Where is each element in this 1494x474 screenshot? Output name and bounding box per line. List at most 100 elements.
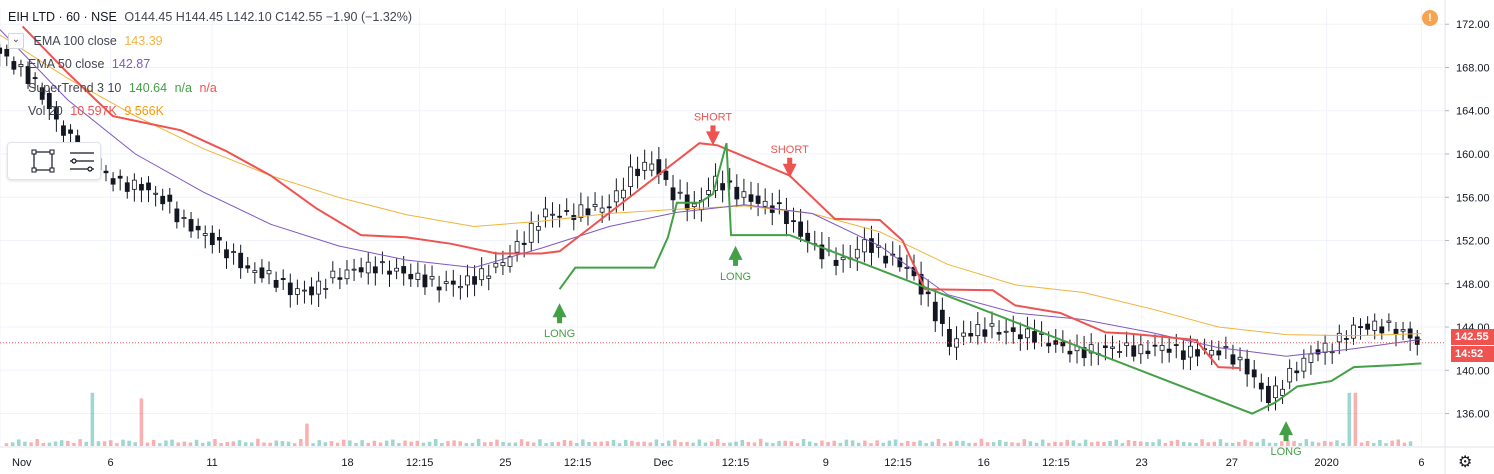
volume-bar <box>752 442 757 446</box>
candle <box>996 320 1002 341</box>
volume-bar <box>311 443 315 446</box>
volume-bar <box>1396 439 1401 446</box>
long-signal: LONG <box>544 303 575 340</box>
arrow-down-icon <box>782 157 797 178</box>
volume-bar <box>771 443 775 446</box>
volume-bar <box>991 442 996 446</box>
candle-body <box>429 275 435 280</box>
volume-bar <box>660 443 665 446</box>
candle-body <box>776 202 782 205</box>
volume-bar <box>1267 442 1272 446</box>
legend-ema100[interactable]: ⌄ EMA 100 close 143.39 <box>8 30 412 54</box>
candle-body <box>443 281 449 284</box>
candle <box>11 56 17 75</box>
volume-bar <box>1163 442 1168 446</box>
y-tick-label: 140.00 <box>1456 365 1490 377</box>
candle-body <box>500 262 506 267</box>
volume-bar <box>1059 442 1063 446</box>
volume-bar <box>335 442 340 446</box>
series-line <box>558 142 1422 415</box>
volume-bar <box>207 441 211 446</box>
volume-bar <box>973 442 977 446</box>
signal-label: SHORT <box>694 111 733 123</box>
volume-bars <box>4 392 1413 446</box>
candle-body <box>380 261 385 264</box>
candle-body <box>294 288 300 295</box>
volume-bar <box>17 439 21 446</box>
candle-body <box>691 203 697 208</box>
volume-bar <box>826 441 830 446</box>
volume-bar <box>384 440 389 446</box>
candle <box>1032 319 1037 350</box>
x-tick-label: 6 <box>107 457 113 469</box>
candle <box>436 275 442 303</box>
volume-bar <box>250 442 254 446</box>
candle <box>0 43 3 67</box>
volume-bar <box>869 443 873 446</box>
candle-body <box>401 266 407 274</box>
candle-body <box>1166 348 1172 353</box>
candle <box>53 101 59 132</box>
candle <box>493 251 499 274</box>
volume-bar <box>139 398 144 446</box>
candle <box>337 268 343 290</box>
candle <box>231 243 236 265</box>
candle-body <box>287 282 293 296</box>
rectangle-tool-icon[interactable] <box>31 149 55 173</box>
legend-supertrend[interactable]: SuperTrend 3 10 140.64 n/a n/a <box>8 77 412 101</box>
lines-tool-icon[interactable] <box>70 152 94 172</box>
volume-bar <box>562 440 567 446</box>
candle-body <box>606 206 612 209</box>
candle-body <box>578 204 584 219</box>
volume-bar <box>715 439 720 446</box>
volume-bar <box>758 438 763 446</box>
candle-body <box>252 270 258 273</box>
candle <box>1166 338 1172 363</box>
warning-icon[interactable]: ! <box>1422 10 1438 26</box>
candle-body <box>720 183 726 191</box>
volume-bar <box>78 439 82 446</box>
candle <box>174 201 180 229</box>
candle <box>1025 316 1030 351</box>
chevron-down-icon[interactable]: ⌄ <box>8 33 24 50</box>
candle <box>124 176 130 199</box>
candle-body <box>1010 327 1016 332</box>
volume-bar <box>72 442 76 446</box>
volume-bar <box>1212 441 1217 446</box>
candle-body <box>1017 334 1023 340</box>
candle <box>188 212 194 238</box>
volume-bar <box>538 439 542 446</box>
candle-body <box>1244 358 1250 375</box>
volume-bar <box>1016 442 1020 446</box>
arrow-up-icon <box>1279 421 1294 442</box>
candle-body <box>628 166 633 187</box>
volume-bar <box>1028 441 1033 446</box>
volume-bar <box>697 439 702 446</box>
volume-bar <box>280 441 285 446</box>
volume-bar <box>1089 442 1094 446</box>
candle-body <box>904 266 910 269</box>
candle <box>621 177 626 211</box>
volume-bar <box>1273 442 1278 446</box>
legend-volume[interactable]: Vol 20 10.597K 9.566K <box>8 100 412 124</box>
volume-bar <box>458 441 462 446</box>
volume-bar <box>495 439 499 446</box>
volume-bar <box>354 442 358 446</box>
candle-body <box>734 186 740 200</box>
volume-bar <box>305 423 309 446</box>
legend-ema50[interactable]: EMA 50 close 142.87 <box>8 53 412 77</box>
volume-bar <box>440 442 444 446</box>
candle-body <box>897 257 903 268</box>
volume-bar <box>262 442 266 446</box>
volume-bar <box>286 441 291 446</box>
volume-bar <box>587 442 591 446</box>
candle <box>585 196 591 226</box>
volume-bar <box>1286 440 1290 446</box>
gear-icon[interactable]: ⚙ <box>1458 454 1473 471</box>
candle-body <box>1152 344 1158 347</box>
candle <box>401 256 407 286</box>
volume-bar <box>1347 392 1351 446</box>
volume-bar <box>231 441 236 446</box>
indicator-label: EMA 100 close <box>33 33 117 48</box>
volume-bar <box>1004 441 1008 446</box>
